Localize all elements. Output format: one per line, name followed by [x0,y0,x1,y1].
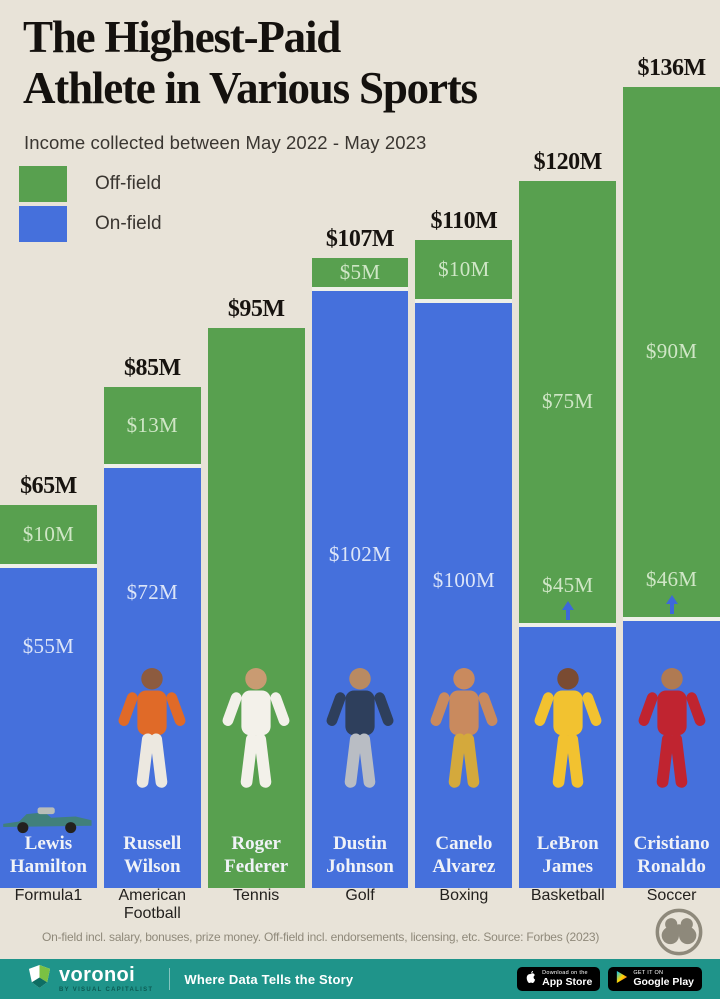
off-field-value-label: $75M [542,389,594,413]
badge-small-text: GET IT ON [633,969,664,976]
up-arrow-shaft [669,603,674,614]
sport-label: Boxing [439,887,489,904]
legend-item-on-field: On-field [19,206,162,242]
source-footnote: On-field incl. salary, bonuses, prize mo… [42,930,600,944]
sport-label: Golf [345,887,375,904]
sport-label: Tennis [233,887,280,904]
brand-name: voronoi [59,964,136,986]
athlete-name: Canelo Alvarez [432,833,496,877]
athlete-name: Roger Federer [224,833,289,877]
on-field-value-label: $100M [432,568,495,592]
athlete-name: Dustin Johnson [326,833,394,877]
bar-column-american-football: $85M $13M $72M Russell Wilson American Footb… [103,0,201,935]
off-field-segment [519,181,617,623]
stacked-bar: $107M $5M $102M [311,226,409,888]
total-value-label: $107M [325,226,395,252]
athlete-photo [113,664,191,835]
legend-label: Off-field [95,173,162,194]
athlete-name: Russell Wilson [123,833,182,877]
bar-column-boxing: $110M $10M $100M Canelo Alvarez Boxing [415,0,513,935]
athlete-photo [321,664,399,835]
google-play-badge[interactable]: GET IT ON Google Play [608,967,702,991]
voronoi-logo-icon[interactable] [28,964,51,994]
athlete-name: LeBron James [536,833,599,877]
bar-column-formula1: $65M $10M $55M Lewis Hamilton Formula1 [0,0,97,935]
off-field-swatch [19,166,67,202]
off-field-segment [623,87,720,617]
brand-bar: voronoi BY VISUAL CAPITALIST Where Data … [0,959,720,999]
apple-icon [525,970,537,989]
off-field-segment [207,328,305,888]
up-arrow-icon [665,595,678,604]
on-field-value-label: $46M [645,567,698,591]
brand-byline: BY VISUAL CAPITALIST [59,987,154,993]
page-subtitle: Income collected between May 2022 - May … [24,132,427,153]
page-title-line1: The Highest-Paid [23,12,341,62]
page-title: The Highest-Paid Athlete in Various Spor… [23,12,478,115]
on-field-value-label: $72M [126,580,178,604]
badge-big-text: App Store [542,976,593,988]
badge-big-text: Google Play [633,976,694,988]
google-play-icon [616,970,628,989]
up-arrow-icon [561,601,574,610]
on-field-value-label: $55M [22,634,75,658]
bar-column-basketball: $120M $75M $45M LeBron James Basketball [519,0,617,935]
sport-label: Basketball [530,887,605,904]
stacked-bar: $95M [207,296,305,888]
legend-label: On-field [95,213,162,234]
brand-divider [169,968,171,990]
total-value-label: $85M [123,355,181,381]
on-field-value-label: $102M [328,542,392,566]
store-badges: Download on the App Store [517,967,702,991]
app-store-badge[interactable]: Download on the App Store [517,967,601,991]
total-value-label: $65M [20,473,77,499]
athlete-name: Lewis Hamilton [9,833,87,877]
up-arrow-shaft [565,609,570,620]
sport-label: Formula1 [14,887,83,904]
athlete-photo [425,664,503,835]
page-title-line2: Athlete in Various Sports [23,63,478,114]
on-field-segment [311,287,409,888]
on-field-value-label: $45M [542,573,594,597]
on-field-segment [415,299,513,888]
brand-wordmark[interactable]: voronoi BY VISUAL CAPITALIST [59,965,153,993]
badge-small-text: Download on the [542,969,588,976]
off-field-segment [311,258,409,287]
total-value-label: $120M [533,149,603,175]
stacked-bar: $120M $75M $45M [519,149,617,888]
bar-chart: $65M $10M $55M Lewis Hamilton Formula1 $85M $1… [0,0,720,935]
chart-legend: Off-field On-field [19,166,162,246]
off-field-value-label: $5M [339,259,381,284]
off-field-value-label: $10M [438,256,490,281]
stacked-bar: $65M $10M $55M [0,473,97,888]
off-field-value-label: $90M [645,339,698,363]
athlete-photo [217,664,295,835]
stacked-bar: $110M $10M $100M [415,208,513,888]
voronoi-binoculars-icon [653,906,705,963]
legend-item-off-field: Off-field [19,166,162,202]
athlete-photo [529,664,607,835]
off-field-value-label: $10M [22,521,75,546]
sport-label: Soccer [646,887,697,904]
total-value-label: $95M [227,296,285,322]
athlete-photo [633,664,711,835]
off-field-segment [0,505,97,564]
on-field-swatch [19,206,67,242]
brand-tagline: Where Data Tells the Story [184,971,354,987]
on-field-segment [0,564,97,888]
total-value-label: $110M [430,208,498,234]
off-field-segment [103,387,201,464]
off-field-segment [415,240,513,299]
athlete-name: Cristiano Ronaldo [633,833,710,877]
total-value-label: $136M [637,55,707,81]
bar-column-tennis: $95M Roger Federer Tennis [207,0,305,935]
bar-column-golf: $107M $5M $102M Dustin Johnson Golf [311,0,409,935]
off-field-value-label: $13M [126,412,178,437]
bar-column-soccer: $136M $90M $46M Cristiano Ronaldo Soccer [623,0,720,935]
on-field-segment [519,623,617,888]
athlete-photo [2,803,94,840]
sport-label: American Football [118,887,187,923]
